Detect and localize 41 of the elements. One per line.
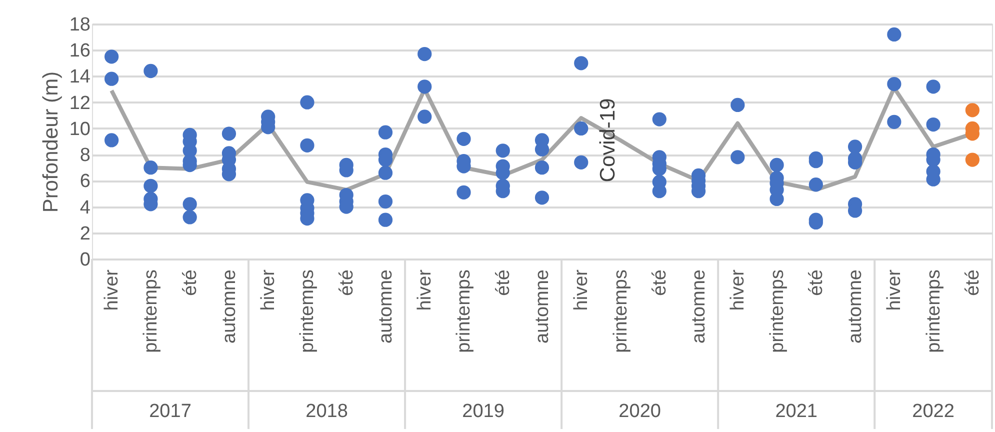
text: 2022 bbox=[912, 401, 954, 422]
y-tick-label: 12 bbox=[69, 92, 90, 114]
x-tick-label: été bbox=[806, 270, 827, 296]
x-tick-label: printemps bbox=[923, 270, 944, 353]
text: 2021 bbox=[775, 401, 818, 422]
text: 2018 bbox=[306, 401, 348, 422]
y-tick-label: 2 bbox=[80, 223, 90, 244]
x-tick-label: hiver bbox=[884, 268, 906, 311]
x-tick-label: automne bbox=[532, 270, 553, 344]
x-tick-label: printemps bbox=[766, 270, 788, 353]
y-tick-label: 14 bbox=[69, 66, 91, 88]
x-tick-label: printemps bbox=[297, 270, 318, 353]
x-tick-label: automne bbox=[218, 270, 240, 344]
y-tick-label: 10 bbox=[69, 118, 90, 140]
x-tick-label: hiver bbox=[571, 268, 592, 311]
x-tick-label: printemps bbox=[610, 270, 632, 353]
x-tick-label: été bbox=[180, 270, 201, 296]
x-tick-label: été bbox=[962, 270, 984, 296]
x-tick-label: été bbox=[336, 270, 358, 296]
x-tick-label: printemps bbox=[454, 270, 475, 353]
x-tick-label: été bbox=[649, 270, 670, 296]
y-tick-label: 18 bbox=[69, 14, 90, 36]
x-tick-label: été bbox=[492, 270, 514, 296]
text: 2017 bbox=[149, 401, 192, 422]
x-tick-label: printemps bbox=[140, 270, 162, 353]
y-tick-label: 6 bbox=[80, 171, 90, 192]
x-tick-label: hiver bbox=[258, 268, 280, 311]
x-tick-label: hiver bbox=[414, 268, 436, 311]
x-tick-label: automne bbox=[845, 270, 866, 344]
text: 2019 bbox=[462, 401, 504, 422]
x-tick-label: automne bbox=[375, 270, 396, 344]
annotation: Covid-19 bbox=[596, 98, 620, 182]
y-tick-label: 4 bbox=[80, 197, 91, 218]
x-tick-label: hiver bbox=[728, 268, 749, 311]
x-tick-label: automne bbox=[688, 270, 710, 344]
y-tick-label: 8 bbox=[80, 145, 90, 166]
x-tick-label: hiver bbox=[102, 268, 123, 311]
y-axis-title: Profondeur (m) bbox=[39, 71, 62, 213]
y-tick-label: 16 bbox=[69, 40, 90, 62]
y-tick-label: 0 bbox=[80, 250, 90, 270]
text: 2020 bbox=[618, 401, 661, 422]
